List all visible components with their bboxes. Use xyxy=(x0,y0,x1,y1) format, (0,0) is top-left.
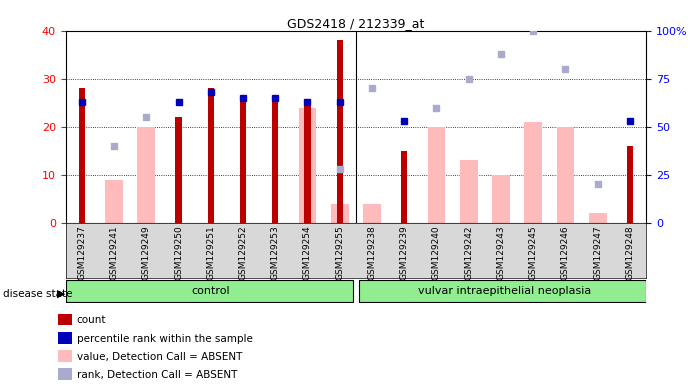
Bar xyxy=(138,127,155,223)
Text: GSM129243: GSM129243 xyxy=(496,225,506,280)
Text: GSM129239: GSM129239 xyxy=(399,225,409,280)
Text: count: count xyxy=(77,315,106,325)
Bar xyxy=(58,350,72,362)
Text: control: control xyxy=(191,286,230,296)
Text: GSM129253: GSM129253 xyxy=(271,225,280,280)
Bar xyxy=(272,98,278,223)
Bar xyxy=(627,146,633,223)
Text: disease state: disease state xyxy=(3,289,73,299)
Bar xyxy=(524,122,542,223)
Text: GSM129245: GSM129245 xyxy=(529,225,538,280)
Bar xyxy=(207,88,214,223)
Text: GSM129247: GSM129247 xyxy=(593,225,603,280)
Text: value, Detection Call = ABSENT: value, Detection Call = ABSENT xyxy=(77,352,242,362)
Bar xyxy=(58,369,72,380)
Text: vulvar intraepithelial neoplasia: vulvar intraepithelial neoplasia xyxy=(417,286,591,296)
Bar xyxy=(363,204,381,223)
Bar xyxy=(337,40,343,223)
Bar xyxy=(428,127,445,223)
Bar xyxy=(304,103,311,223)
Text: GSM129242: GSM129242 xyxy=(464,225,473,280)
Text: GSM129249: GSM129249 xyxy=(142,225,151,280)
Bar xyxy=(556,127,574,223)
Text: GSM129246: GSM129246 xyxy=(561,225,570,280)
Text: GSM129250: GSM129250 xyxy=(174,225,183,280)
Text: ▶: ▶ xyxy=(57,289,65,299)
Bar xyxy=(176,117,182,223)
Bar xyxy=(299,108,316,223)
Text: GSM129255: GSM129255 xyxy=(335,225,344,280)
Bar xyxy=(401,151,408,223)
Bar xyxy=(240,98,246,223)
Bar xyxy=(79,88,85,223)
Bar xyxy=(460,161,477,223)
Text: rank, Detection Call = ABSENT: rank, Detection Call = ABSENT xyxy=(77,370,237,380)
Text: GSM129254: GSM129254 xyxy=(303,225,312,280)
FancyBboxPatch shape xyxy=(359,280,646,302)
Title: GDS2418 / 212339_at: GDS2418 / 212339_at xyxy=(287,17,424,30)
Text: GSM129251: GSM129251 xyxy=(206,225,216,280)
Bar xyxy=(105,180,123,223)
Text: GSM129252: GSM129252 xyxy=(238,225,247,280)
FancyBboxPatch shape xyxy=(66,280,352,302)
Text: GSM129241: GSM129241 xyxy=(109,225,119,280)
Bar xyxy=(492,175,510,223)
Bar xyxy=(58,332,72,344)
Bar xyxy=(331,204,348,223)
Bar xyxy=(589,213,607,223)
Text: GSM129238: GSM129238 xyxy=(368,225,377,280)
Text: GSM129240: GSM129240 xyxy=(432,225,441,280)
Bar xyxy=(58,314,72,326)
Text: GSM129248: GSM129248 xyxy=(625,225,634,280)
Text: percentile rank within the sample: percentile rank within the sample xyxy=(77,334,252,344)
Text: GSM129237: GSM129237 xyxy=(77,225,86,280)
